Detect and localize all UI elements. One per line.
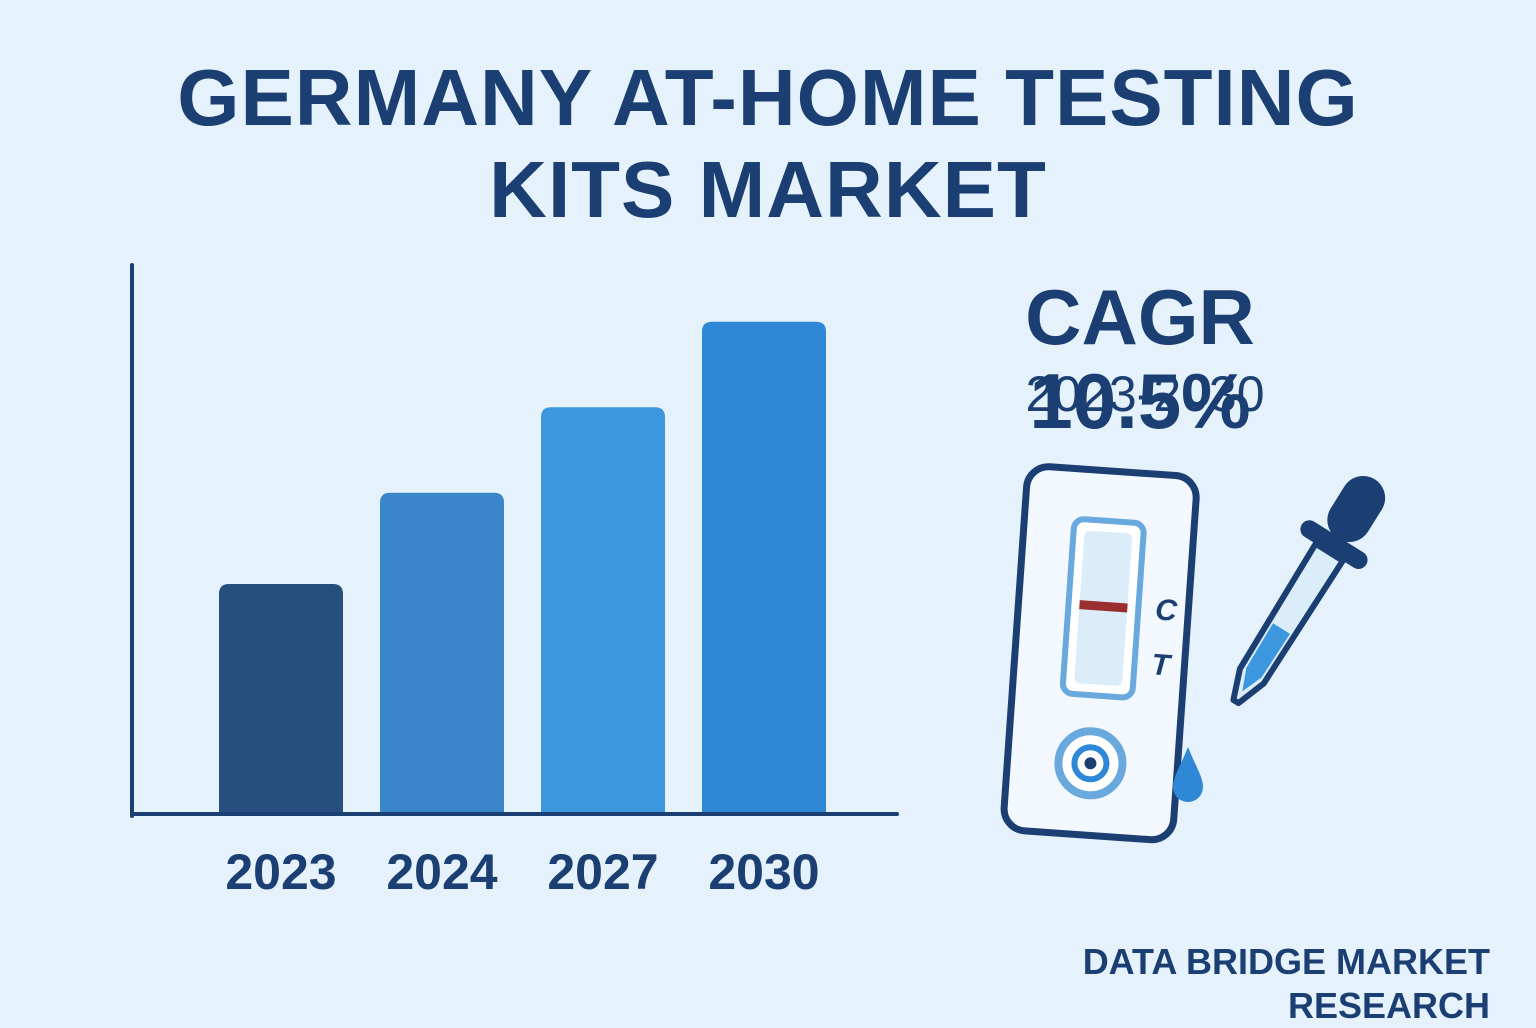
tick-label-group: 2023 2024 2027 2030	[225, 844, 819, 900]
bar-2024	[380, 492, 504, 812]
bar-chart: 2023 2024 2027 2030	[130, 263, 899, 900]
x-tick-label: 2027	[547, 844, 658, 900]
test-kit-illustration: C T	[1000, 463, 1386, 844]
x-tick-label: 2023	[225, 844, 336, 900]
title-line-1: GERMANY AT-HOME TESTING	[177, 53, 1359, 142]
liquid-drop-icon	[1173, 747, 1203, 802]
bar-group	[219, 321, 826, 812]
bar-2023	[219, 584, 343, 812]
bar-2030	[702, 321, 826, 812]
x-tick-label: 2024	[386, 844, 497, 900]
source-credit: DATA BRIDGE MARKET RESEARCH	[1082, 941, 1490, 1026]
dropper-icon	[1230, 475, 1386, 707]
bar-2027	[541, 407, 665, 812]
x-tick-label: 2030	[708, 844, 819, 900]
cagr-period: 2023-2030	[1025, 366, 1265, 422]
test-line-label: T	[1150, 648, 1173, 682]
test-cassette-icon: C T	[1000, 463, 1200, 844]
page-title: GERMANY AT-HOME TESTING KITS MARKET	[0, 52, 1536, 236]
control-line-label: C	[1154, 593, 1179, 628]
cagr-value: CAGR 10.5%	[1025, 273, 1255, 445]
control-line	[1079, 600, 1128, 613]
title-line-2: KITS MARKET	[489, 145, 1047, 234]
